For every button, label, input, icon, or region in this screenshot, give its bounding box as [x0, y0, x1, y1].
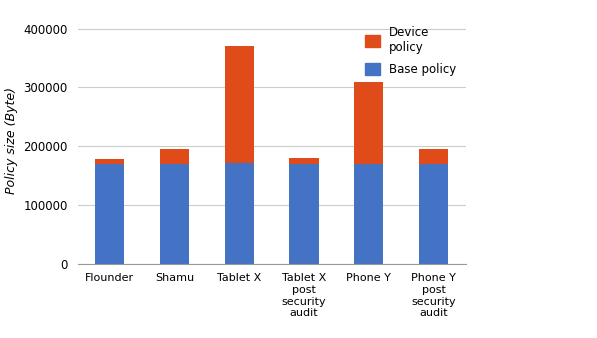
Bar [290, 164, 319, 264]
Legend: Device
policy, Base policy: Device policy, Base policy [362, 23, 460, 79]
Bar [160, 164, 189, 264]
Bar [224, 46, 254, 163]
Bar [160, 149, 189, 164]
Bar [419, 149, 448, 164]
Bar [290, 158, 319, 164]
Bar [354, 164, 383, 264]
Bar [224, 163, 254, 264]
Bar [354, 81, 383, 164]
Bar [419, 164, 448, 264]
Bar [96, 159, 124, 164]
Y-axis label: Policy size (Byte): Policy size (Byte) [5, 87, 18, 194]
Bar [96, 164, 124, 264]
